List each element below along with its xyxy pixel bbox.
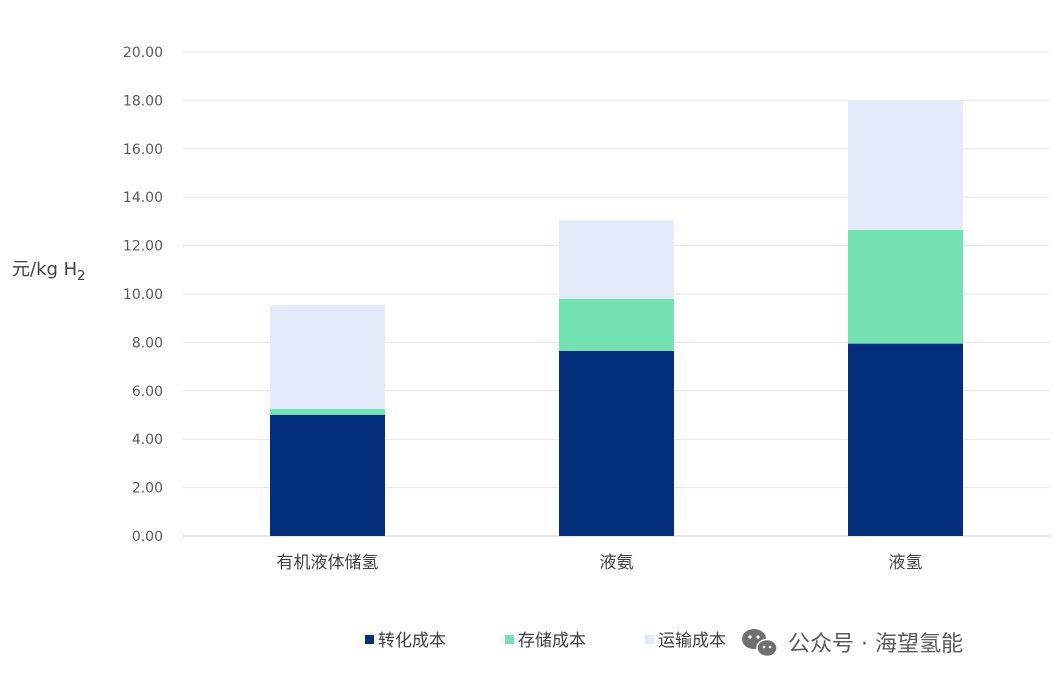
watermark: 公众号 · 海望氢能	[742, 629, 963, 658]
legend-label: 存储成本	[518, 631, 586, 651]
y-tick-label: 14.00	[123, 190, 163, 206]
bar-segment-1-1	[559, 298, 674, 351]
y-tick-label: 8.00	[132, 335, 163, 351]
bar-segment-1-0	[270, 408, 385, 415]
bar-segment-0-1	[559, 350, 674, 536]
legend-label: 转化成本	[378, 631, 446, 651]
y-tick-label: 10.00	[123, 287, 163, 303]
y-axis-ticks: 0.00 2.00 4.00 6.00 8.00 10.00 12.00 14.00 16.00…	[123, 45, 163, 545]
bar-segment-2-1	[559, 220, 674, 299]
y-tick-label: 12.00	[123, 239, 163, 255]
bar-segment-1-2	[848, 229, 963, 344]
x-category-label: 液氨	[600, 553, 634, 573]
y-tick-label: 4.00	[132, 432, 163, 448]
y-tick-label: 20.00	[123, 45, 163, 61]
legend-label: 运输成本	[658, 631, 726, 651]
y-tick-label: 18.00	[123, 93, 163, 109]
y-tick-label: 16.00	[123, 142, 163, 158]
x-axis-categories: 有机液体储氢 液氨 液氢	[277, 553, 923, 573]
y-tick-label: 6.00	[132, 384, 163, 400]
y-tick-label: 2.00	[132, 481, 163, 497]
bar-segment-0-2	[848, 343, 963, 536]
legend-swatch	[365, 635, 374, 644]
y-axis-label: 元/kg H2	[12, 259, 85, 284]
bars	[270, 100, 963, 536]
y-tick-label: 0.00	[132, 529, 163, 545]
x-category-label: 液氢	[889, 553, 923, 573]
bar-segment-0-0	[270, 415, 385, 536]
legend-swatch	[505, 635, 514, 644]
legend-swatch	[645, 635, 654, 644]
wechat-icon	[742, 629, 778, 658]
x-category-label: 有机液体储氢	[277, 553, 379, 573]
legend: 转化成本 存储成本 运输成本	[365, 631, 726, 651]
bar-segment-2-2	[848, 100, 963, 230]
bar-segment-2-0	[270, 304, 385, 409]
watermark-text: 公众号 · 海望氢能	[788, 632, 963, 657]
